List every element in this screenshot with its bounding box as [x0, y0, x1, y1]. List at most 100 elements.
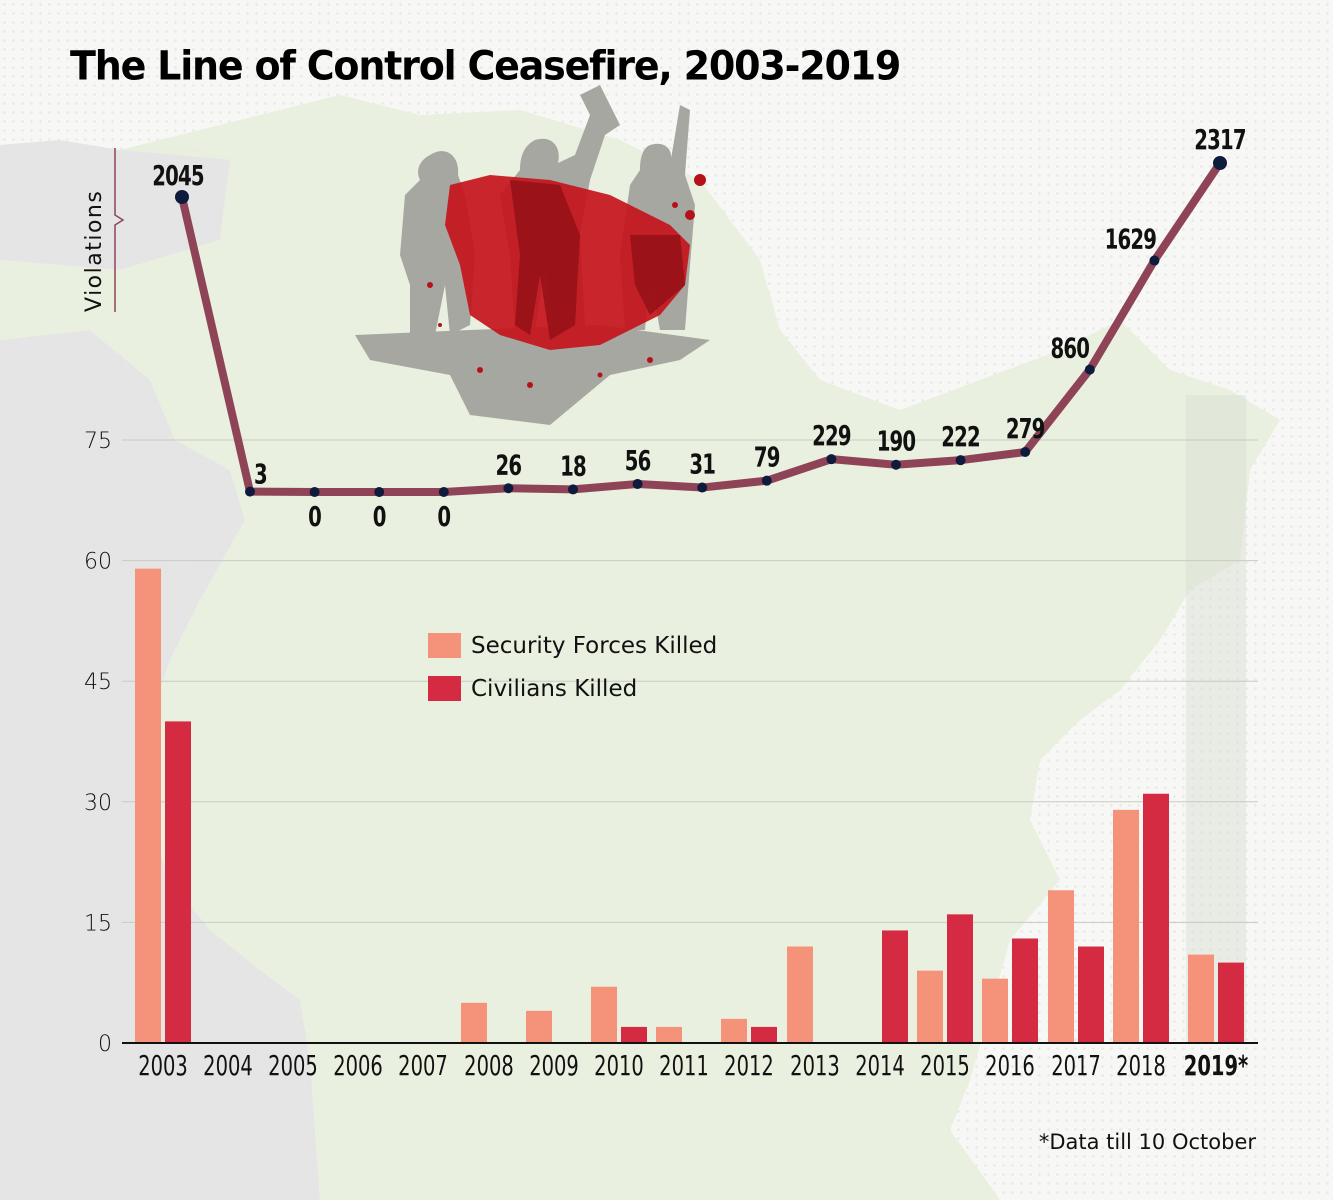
y-tick-label: 15: [84, 911, 112, 936]
violations-value-label: 79: [754, 441, 780, 473]
bar-civilians: [1078, 946, 1104, 1043]
violations-point: [891, 459, 901, 470]
bar-security-forces: [526, 1010, 552, 1043]
violations-point: [309, 487, 320, 497]
bar-security-forces: [591, 986, 617, 1043]
violations-value-label: 222: [941, 421, 980, 453]
footnote: *Data till 10 October: [1038, 1130, 1256, 1154]
legend-label-security-forces: Security Forces Killed: [471, 632, 718, 659]
y-tick-label: 30: [84, 791, 112, 816]
bar-security-forces: [1113, 809, 1139, 1043]
violations-value-label: 0: [373, 501, 386, 533]
violations-points: [175, 156, 1227, 497]
bar-security-forces: [1188, 954, 1214, 1043]
violations-point: [1213, 156, 1227, 170]
violations-point: [697, 482, 708, 493]
violations-point: [632, 478, 643, 489]
x-tick-label: 2004: [203, 1050, 253, 1082]
x-axis-labels: 2003 2004 2005 2006 2007 2008 2009 2010 2011 2012…: [138, 1050, 1248, 1082]
violations-value-label: 18: [560, 450, 586, 482]
violations-point: [1149, 255, 1160, 266]
violations-point: [175, 190, 189, 204]
legend-swatch-civilians: [428, 676, 461, 701]
bar-security-forces: [917, 970, 943, 1043]
violations-value-label: 31: [689, 448, 715, 480]
bar-civilians: [621, 1026, 647, 1043]
x-tick-label: 2015: [920, 1050, 970, 1082]
x-tick-label: 2016: [985, 1050, 1035, 1082]
x-tick-label: 2014: [855, 1050, 905, 1082]
x-tick-label: 2019*: [1184, 1050, 1248, 1082]
chart-title: The Line of Control Ceasefire, 2003-2019: [70, 42, 901, 90]
y-tick-label: 0: [98, 1032, 112, 1057]
violations-point: [503, 483, 514, 494]
soldier-silhouettes-blood-splatter-icon: [355, 85, 710, 425]
violations-value-label: 0: [308, 501, 321, 533]
violations-point: [761, 475, 772, 486]
x-tick-label: 2013: [790, 1050, 840, 1082]
x-tick-label: 2007: [398, 1050, 448, 1082]
violations-axis-break-line: [114, 148, 125, 312]
x-tick-label: 2008: [464, 1050, 514, 1082]
violations-value-label: 3: [254, 458, 267, 490]
violations-point: [1020, 447, 1031, 457]
violations-value-label: 279: [1006, 413, 1045, 445]
bar-security-forces: [461, 1002, 487, 1043]
violations-point: [438, 487, 449, 497]
violations-value-label: 2045: [152, 160, 203, 192]
bar-civilians: [1012, 938, 1038, 1043]
silhouette-shadow: [355, 325, 710, 425]
violations-labels: 2045 3 0 0 0 26 18 56 31 79 229 190 222 279 860 1629 231…: [152, 124, 1246, 533]
bar-civilians: [1143, 793, 1169, 1043]
violations-polyline: [178, 160, 1224, 496]
highlight-column-2019: [1186, 395, 1246, 1043]
violations-point: [826, 454, 837, 465]
legend-label-civilians: Civilians Killed: [471, 675, 638, 702]
violations-axis-title: Violations: [82, 190, 107, 312]
violations-value-label: 190: [877, 425, 916, 457]
violations-value-label: 26: [496, 449, 522, 481]
bar-security-forces: [787, 946, 813, 1043]
violations-value-label: 2317: [1194, 124, 1245, 156]
bar-civilians: [882, 930, 908, 1043]
x-tick-label: 2009: [529, 1050, 579, 1082]
violations-value-label: 1629: [1105, 223, 1157, 255]
x-tick-label: 2010: [594, 1050, 644, 1082]
violations-value-label: 229: [812, 420, 851, 452]
violations-value-label: 56: [625, 445, 651, 477]
violations-value-label: 0: [437, 501, 450, 533]
legend-item-security-forces: Security Forces Killed: [428, 624, 717, 667]
bars: [135, 568, 1244, 1043]
bar-civilians: [947, 914, 973, 1043]
y-tick-label: 60: [84, 550, 112, 575]
violations-line: [178, 160, 1224, 496]
x-tick-label: 2018: [1116, 1050, 1166, 1082]
violations-value-label: 860: [1050, 332, 1089, 364]
x-tick-label: 2012: [724, 1050, 774, 1082]
bar-civilians: [751, 1026, 777, 1043]
bar-security-forces: [1048, 890, 1074, 1043]
gridlines: [122, 439, 1258, 923]
x-tick-label: 2005: [268, 1050, 318, 1082]
violations-point: [955, 455, 966, 466]
blood-splatter-dark: [510, 180, 685, 340]
x-tick-label: 2006: [333, 1050, 383, 1082]
violations-point: [245, 486, 255, 497]
y-tick-label: 45: [84, 670, 112, 695]
violations-point: [1084, 364, 1095, 375]
bar-security-forces: [135, 568, 161, 1043]
y-axis-ticks: 0 15 30 45 60 75: [84, 429, 112, 1057]
bar-security-forces: [982, 978, 1008, 1043]
violations-axis: Violations: [82, 148, 125, 312]
bar-security-forces: [721, 1018, 747, 1043]
bar-civilians: [1218, 962, 1244, 1043]
bar-civilians: [165, 721, 191, 1043]
y-tick-label: 75: [84, 429, 112, 454]
x-tick-label: 2003: [138, 1050, 188, 1082]
legend: Security Forces Killed Civilians Killed: [428, 624, 717, 710]
violations-point: [374, 487, 385, 497]
legend-swatch-security-forces: [428, 633, 461, 658]
violations-point: [568, 484, 578, 495]
x-tick-label: 2017: [1051, 1050, 1101, 1082]
